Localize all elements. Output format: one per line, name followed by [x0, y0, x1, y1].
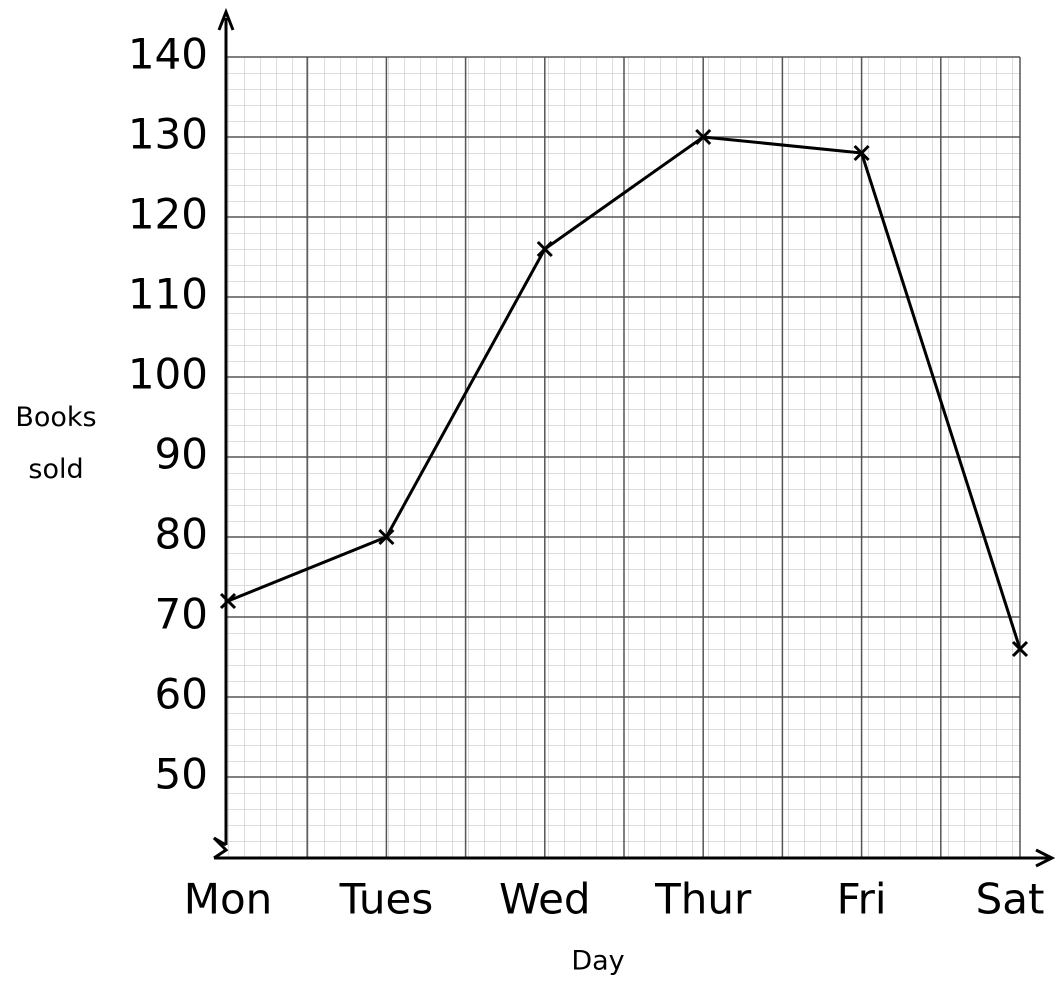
point-marker [853, 144, 870, 162]
x-tick-label: Mon [184, 875, 273, 924]
line [227, 135, 1022, 650]
x-tick-label: Sat [976, 875, 1045, 924]
y-tick-label: 50 [155, 750, 208, 799]
point-marker [378, 528, 395, 546]
y-tick-label: 120 [128, 190, 208, 239]
y-tick-label: 100 [128, 350, 208, 399]
y-tick-label: 110 [128, 270, 208, 319]
y-tick-label: 70 [155, 590, 208, 639]
y-tick-label: 90 [155, 430, 208, 479]
x-axis [214, 848, 1055, 868]
x-tick-label: Tues [339, 875, 434, 924]
point-marker [536, 240, 553, 258]
x-tick-label: Wed [499, 875, 591, 924]
x-tick-label: Thur [654, 875, 752, 924]
y-tick-label: 60 [155, 670, 208, 719]
axis-break [212, 836, 229, 860]
y-axis [217, 7, 235, 845]
point-marker [219, 592, 237, 610]
y-axis-label: Books sold [15, 402, 97, 485]
y-tick-label: 80 [155, 510, 208, 559]
y-tick-label: 130 [128, 110, 208, 159]
point-marker [1011, 640, 1029, 658]
x-tick-label: Fri [837, 875, 887, 924]
x-axis-label: Day [571, 946, 624, 977]
y-tick-label: 140 [128, 30, 208, 79]
point-marker [695, 128, 712, 146]
